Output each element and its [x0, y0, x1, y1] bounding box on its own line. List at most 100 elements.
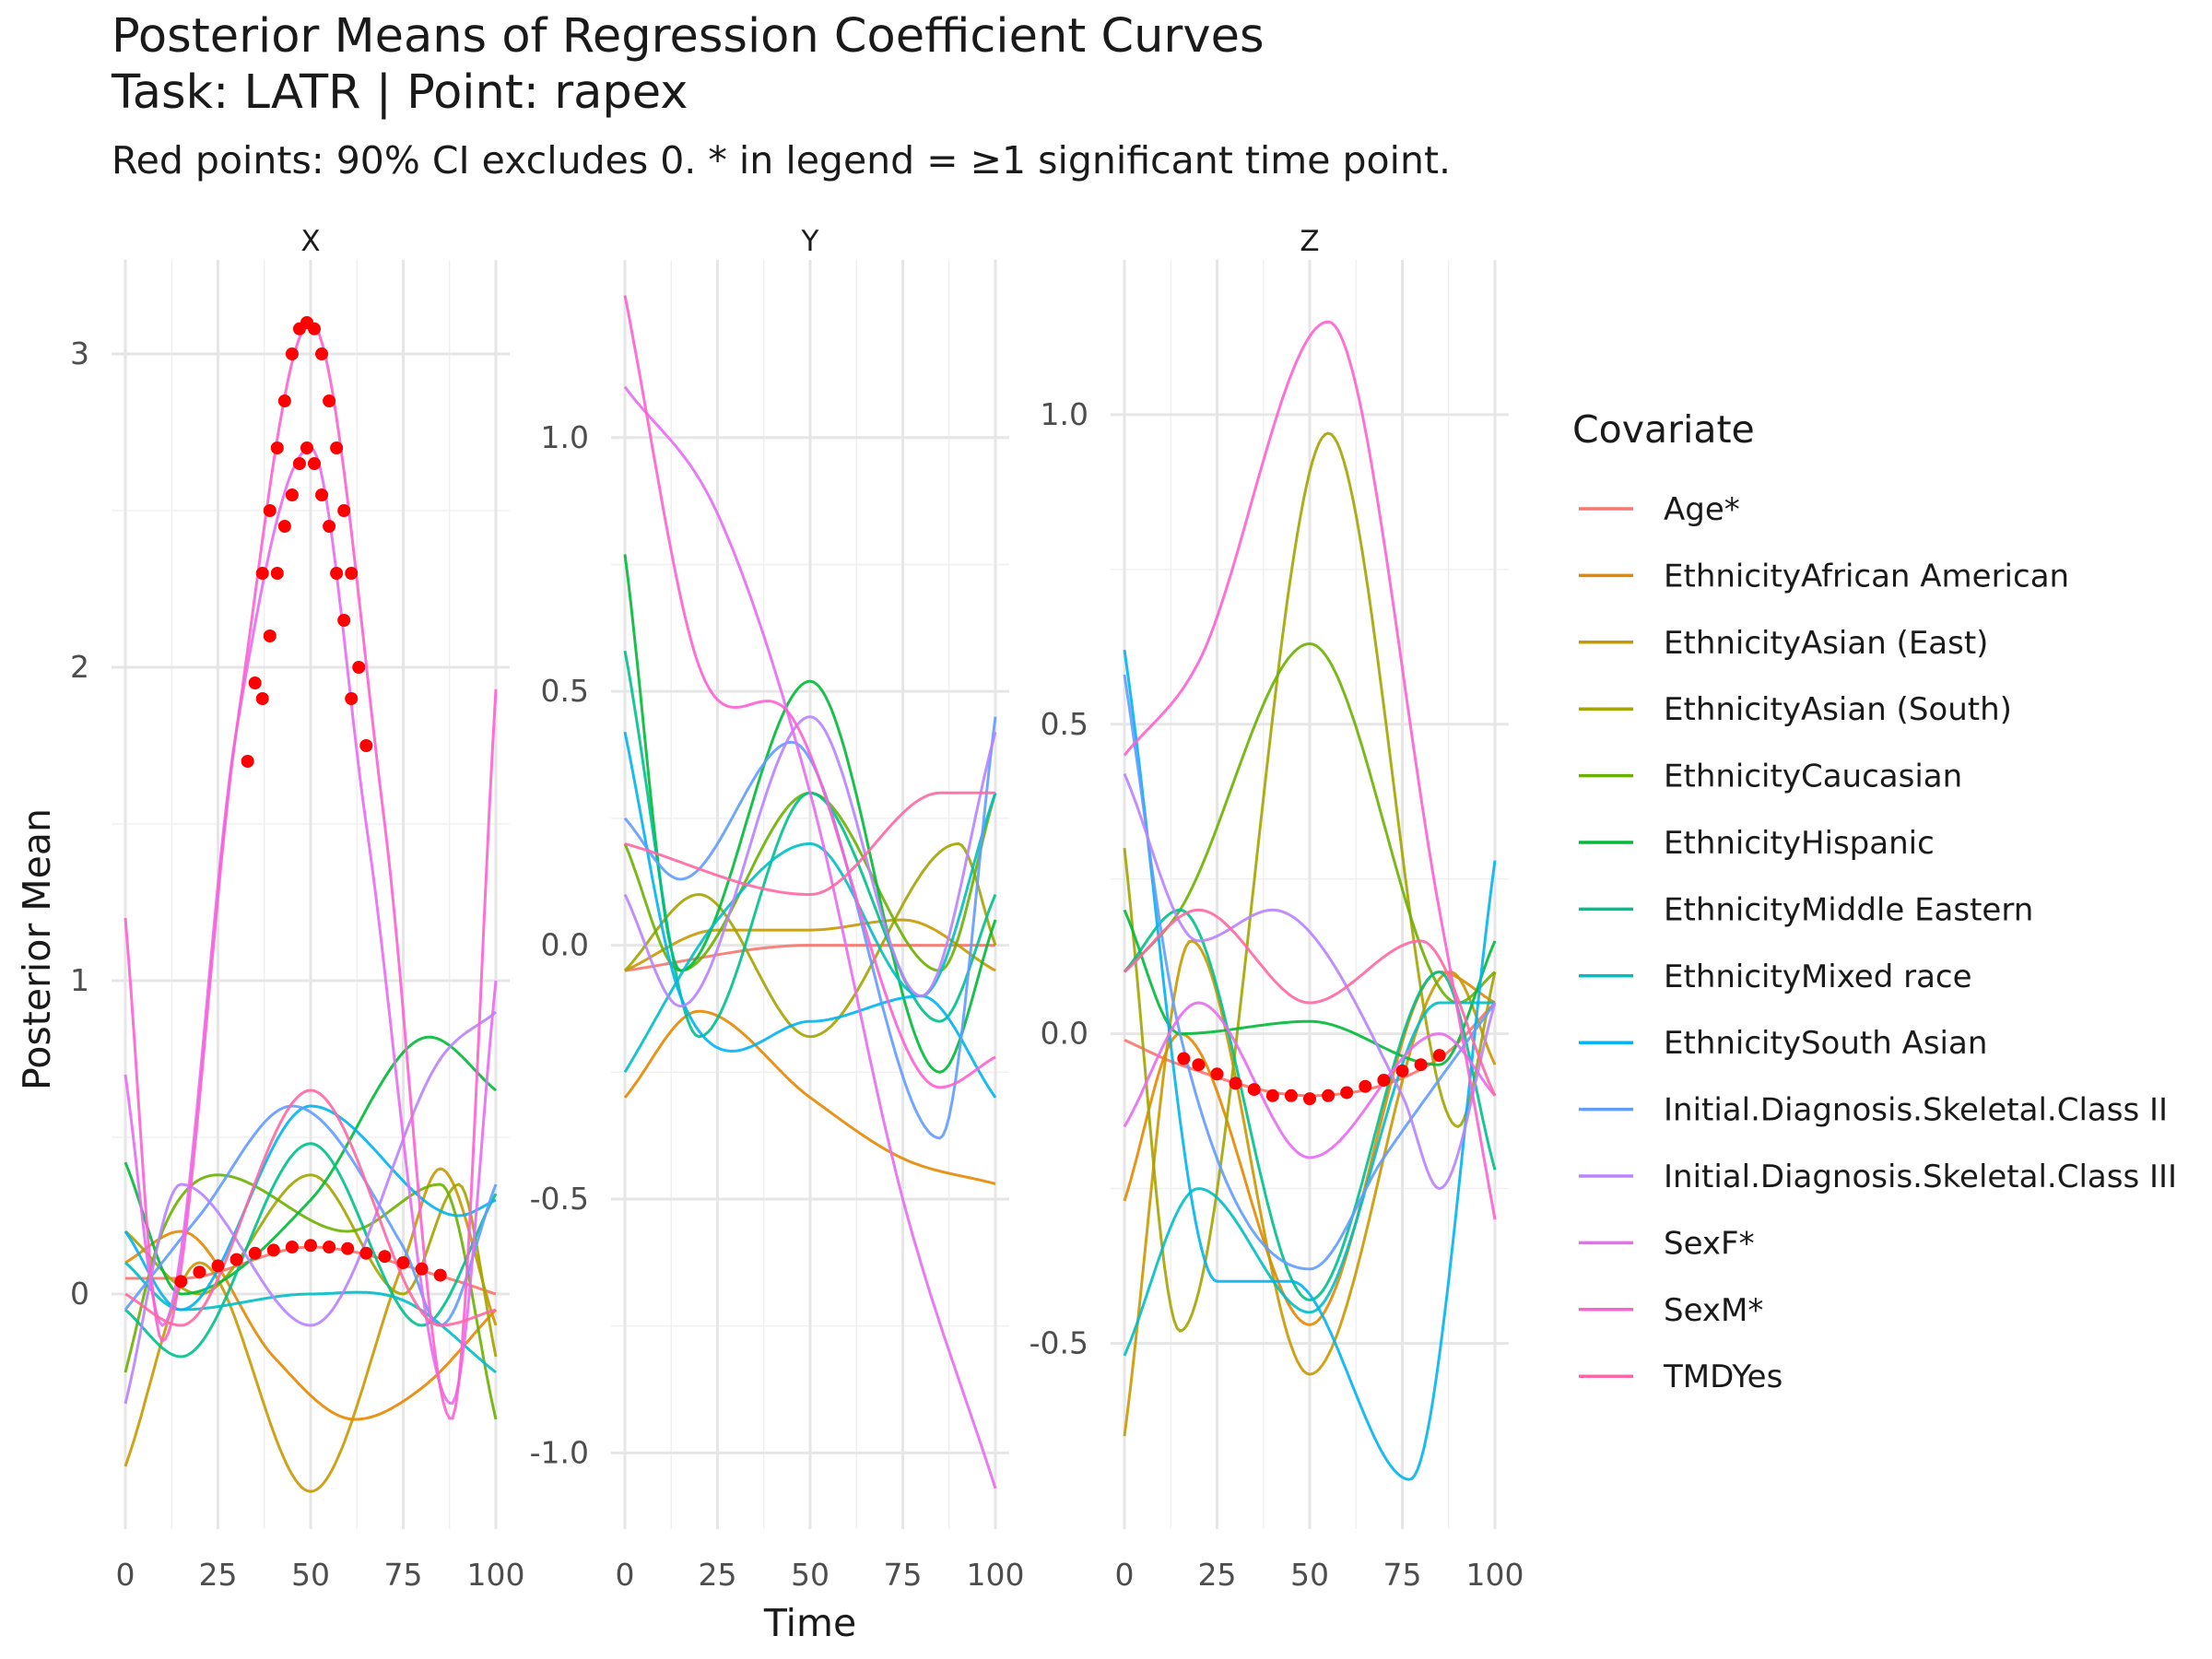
legend-item: EthnicityAsian (South)	[1579, 691, 2012, 728]
significant-point	[1432, 1049, 1446, 1063]
facet-panel-z: Z 0 25 50 75 100 -0.5 0.0 0.5 1.0	[1030, 225, 1524, 1593]
significant-point	[330, 441, 344, 454]
series-line	[124, 1010, 497, 1405]
x-tick-label: 0	[1115, 1557, 1135, 1593]
legend-item: EthnicityHispanic	[1579, 825, 1935, 862]
facet-panels: X 0 25 50 75 100 0 1 2 3 Y 0 25 50 75 100 -1.0 -0.5 0.0 0.5…	[70, 225, 1524, 1593]
facet-label: X	[300, 225, 320, 258]
y-tick-label: 2	[70, 649, 89, 685]
series-line	[624, 918, 996, 972]
x-tick-label: 100	[1466, 1557, 1524, 1593]
significant-point	[248, 1246, 262, 1260]
significant-point	[270, 441, 284, 454]
x-tick-label: 75	[1383, 1557, 1422, 1593]
legend-title: Covariate	[1572, 407, 1755, 452]
chart-title-line2: Task: LATR | Point: rapex	[111, 65, 688, 120]
significant-point	[1359, 1079, 1372, 1093]
series-line	[124, 1167, 498, 1493]
legend-label: Initial.Diagnosis.Skeletal.Class III	[1664, 1159, 2177, 1195]
y-tick-label: 0.0	[541, 927, 589, 963]
x-tick-label: 50	[291, 1557, 330, 1593]
series-line	[623, 295, 996, 1089]
significant-point	[229, 1253, 243, 1266]
significant-point	[1284, 1088, 1298, 1102]
legend-label: EthnicityMixed race	[1664, 959, 1972, 995]
significant-point	[323, 394, 336, 407]
y-tick-label: -0.5	[530, 1181, 589, 1217]
significant-point	[285, 488, 299, 501]
significant-point	[263, 504, 276, 517]
significant-point	[1395, 1064, 1409, 1077]
x-tick-label: 25	[1198, 1557, 1237, 1593]
significant-point	[266, 1243, 280, 1257]
significant-point	[337, 614, 351, 627]
significant-point	[263, 629, 276, 642]
legend-item: EthnicityAfrican American	[1579, 558, 2069, 594]
facet-label: Z	[1300, 225, 1319, 258]
legend-label: EthnicityCaucasian	[1664, 759, 1962, 795]
y-tick-label: 1	[70, 962, 89, 998]
facet-label: Y	[801, 225, 819, 258]
significant-point	[315, 347, 329, 360]
y-tick-label: 0.5	[541, 673, 589, 709]
legend-label: EthnicityAsian (South)	[1664, 691, 2012, 728]
y-tick-label: 1.0	[1041, 396, 1088, 432]
significant-point	[270, 567, 284, 580]
chart-subtitle: Red points: 90% CI excludes 0. * in lege…	[112, 138, 1451, 182]
legend-item: Initial.Diagnosis.Skeletal.Class III	[1579, 1159, 2177, 1195]
significant-point	[345, 692, 359, 705]
significant-point	[1265, 1088, 1279, 1102]
series-line	[124, 1035, 497, 1296]
significant-point	[308, 322, 322, 335]
significant-point	[1322, 1088, 1335, 1102]
significant-point	[1303, 1092, 1316, 1106]
significant-point	[308, 457, 322, 470]
series-line	[624, 944, 995, 972]
legend: Covariate Age* EthnicityAfrican American E…	[1572, 407, 2177, 1395]
significant-point	[255, 692, 269, 705]
y-tick-label: -1.0	[530, 1434, 589, 1470]
series-line	[623, 731, 997, 1099]
significant-point	[241, 755, 254, 768]
series-line	[1123, 641, 1497, 1005]
legend-label: EthnicityHispanic	[1664, 825, 1935, 862]
significant-point	[359, 739, 373, 752]
legend-item: EthnicityMixed race	[1579, 959, 1972, 995]
significant-point	[193, 1265, 206, 1279]
legend-label: TMDYes	[1663, 1359, 1783, 1395]
y-tick-label: 0	[70, 1276, 89, 1312]
series-line	[1123, 1001, 1495, 1357]
significant-point	[323, 1241, 336, 1253]
series-line	[623, 716, 997, 1140]
significant-point	[1414, 1058, 1428, 1072]
facet-panel-y: Y 0 25 50 75 100 -1.0 -0.5 0.0 0.5 1.0	[530, 225, 1025, 1593]
series-line	[1123, 939, 1497, 1437]
x-tick-label: 75	[384, 1557, 423, 1593]
legend-item: EthnicitySouth Asian	[1579, 1025, 1987, 1062]
legend-item: EthnicityAsian (East)	[1579, 625, 1988, 662]
y-axis-label: Posterior Mean	[15, 808, 59, 1090]
series-line	[1123, 320, 1497, 1220]
series-line	[623, 841, 997, 1039]
series-line	[1123, 1001, 1497, 1159]
significant-point	[1192, 1058, 1206, 1072]
significant-point	[433, 1268, 447, 1282]
y-tick-label: 0.5	[1041, 706, 1088, 742]
legend-label: SexF*	[1664, 1225, 1755, 1262]
significant-point	[285, 1241, 299, 1253]
significant-point	[1377, 1074, 1391, 1088]
significant-point	[378, 1250, 392, 1264]
significant-point	[1229, 1077, 1242, 1090]
series-line	[1123, 909, 1497, 1066]
series-line	[623, 385, 997, 1489]
y-tick-label: 3	[70, 335, 89, 371]
legend-item: TMDYes	[1579, 1359, 1783, 1395]
legend-label: SexM*	[1664, 1292, 1763, 1329]
facet-panel-x: X 0 25 50 75 100 0 1 2 3	[70, 225, 525, 1593]
series-line	[623, 715, 997, 1008]
significant-point	[396, 1256, 410, 1269]
x-tick-label: 25	[699, 1557, 737, 1593]
x-tick-label: 0	[116, 1557, 135, 1593]
significant-point	[1340, 1086, 1354, 1100]
significant-point	[174, 1275, 188, 1288]
